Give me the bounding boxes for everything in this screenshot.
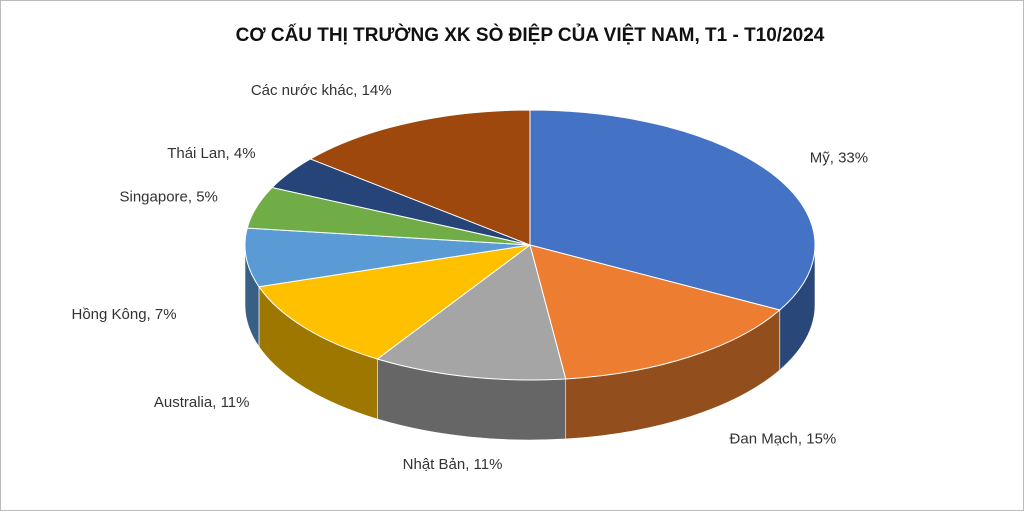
data-label: Mỹ, 33% bbox=[810, 149, 868, 166]
data-label: Singapore, 5% bbox=[119, 189, 217, 206]
slice bbox=[529, 244, 781, 380]
slice bbox=[529, 109, 816, 311]
data-label: Australia, 11% bbox=[154, 394, 250, 411]
data-label: Thái Lan, 4% bbox=[167, 145, 255, 162]
data-label: Nhật Bản, 11% bbox=[403, 456, 503, 473]
data-label: Đan Mạch, 15% bbox=[730, 431, 837, 448]
data-label: Các nước khác, 14% bbox=[251, 82, 392, 99]
slice bbox=[258, 244, 531, 360]
data-label: Hồng Kông, 7% bbox=[71, 306, 176, 323]
slice bbox=[244, 227, 531, 288]
chart-title: CƠ CẤU THỊ TRƯỜNG XK SÒ ĐIỆP CỦA VIỆT NA… bbox=[236, 24, 825, 46]
slice bbox=[309, 109, 531, 246]
slice bbox=[376, 244, 567, 381]
